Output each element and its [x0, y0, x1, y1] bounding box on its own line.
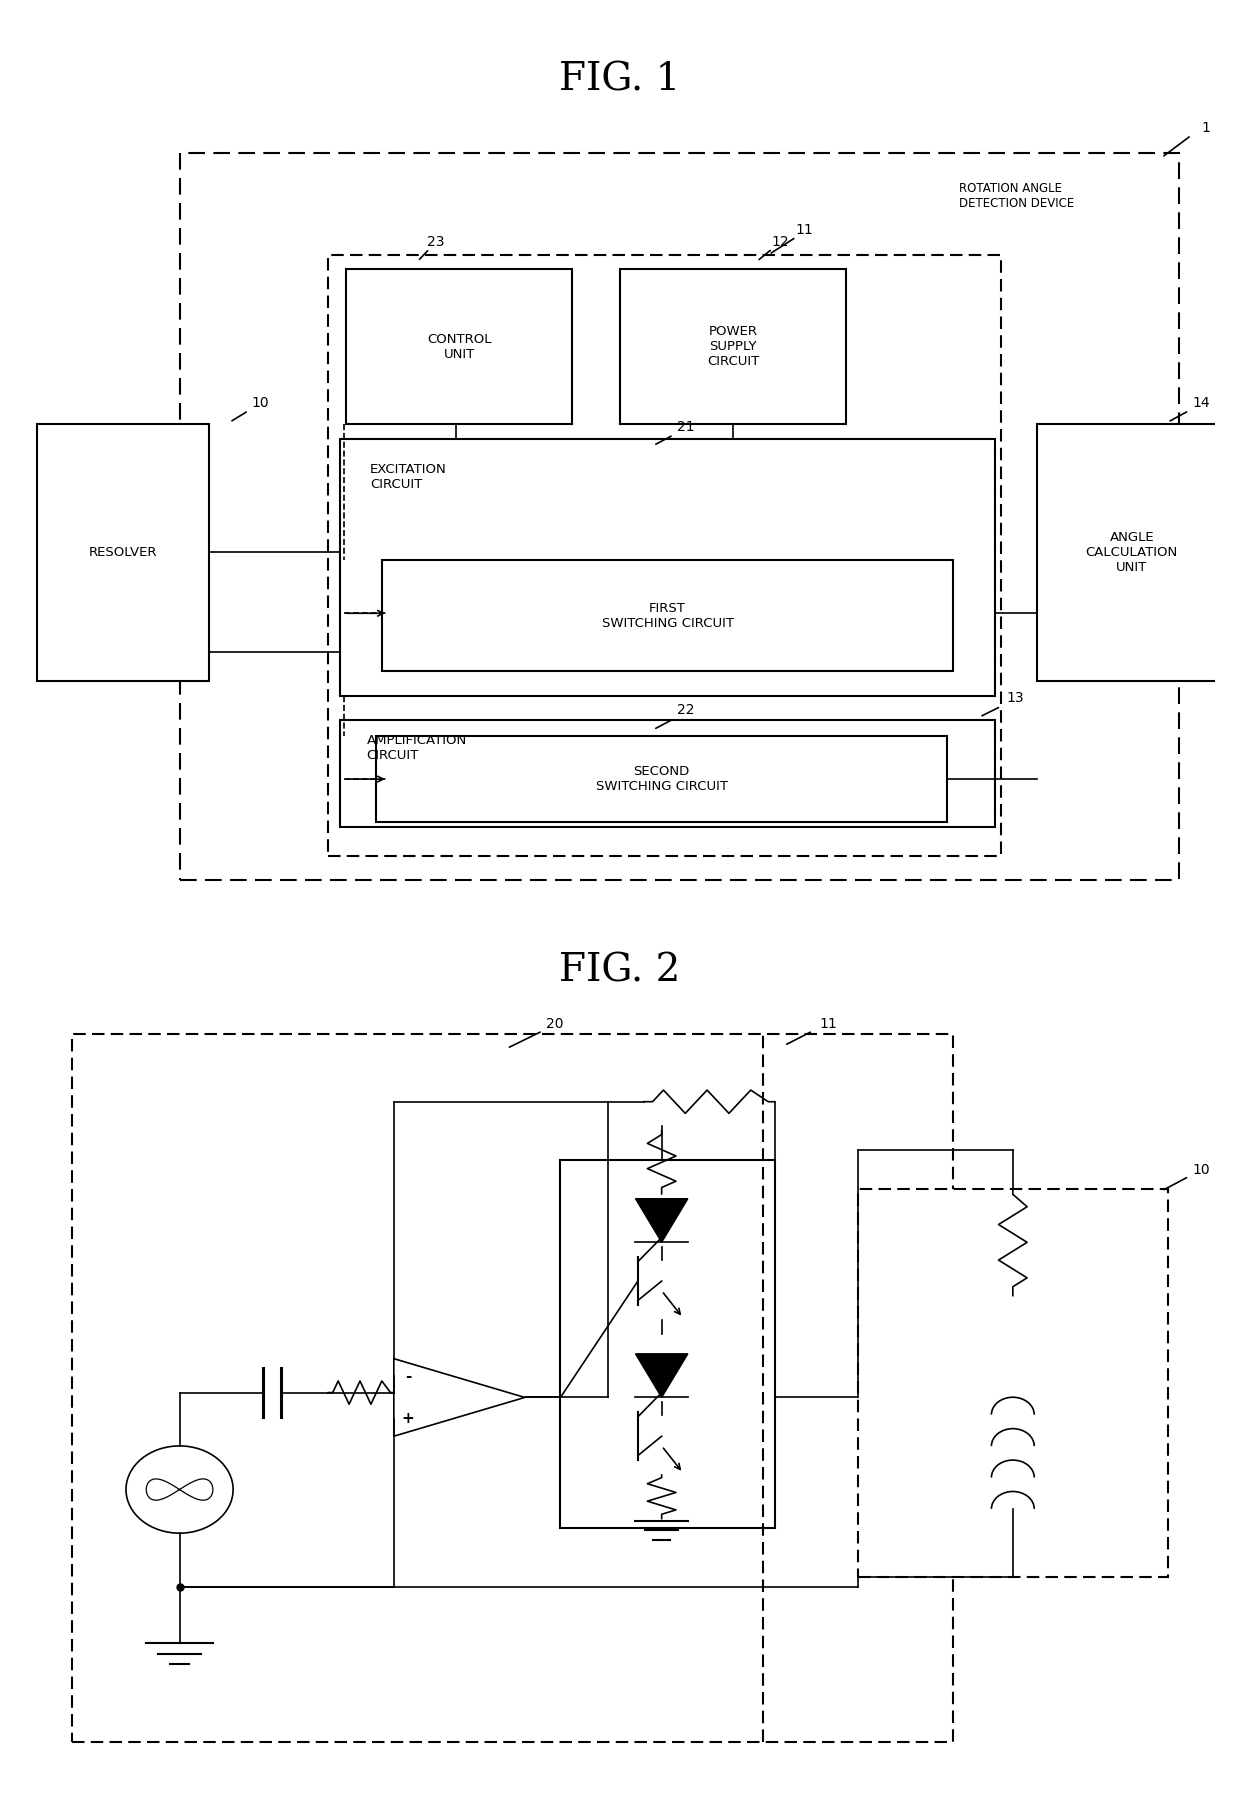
Text: SECOND
SWITCHING CIRCUIT: SECOND SWITCHING CIRCUIT — [595, 765, 728, 793]
Text: 11: 11 — [796, 224, 813, 238]
Bar — [340, 438, 994, 696]
Bar — [72, 1034, 954, 1742]
Bar — [560, 1160, 775, 1529]
Polygon shape — [635, 1354, 688, 1398]
Text: 11: 11 — [820, 1016, 837, 1031]
Bar — [382, 560, 954, 671]
Bar — [1037, 424, 1228, 682]
Text: EXCITATION
CIRCUIT: EXCITATION CIRCUIT — [370, 464, 446, 491]
Text: -: - — [405, 1369, 412, 1383]
Bar — [180, 153, 1179, 880]
Bar — [340, 720, 994, 827]
Text: 13: 13 — [1007, 691, 1024, 705]
Text: CONTROL
UNIT: CONTROL UNIT — [427, 333, 491, 360]
Bar — [329, 255, 1001, 856]
Bar — [346, 269, 573, 424]
Text: 23: 23 — [427, 235, 444, 249]
Bar — [37, 424, 210, 682]
Text: RESOLVER: RESOLVER — [89, 545, 157, 560]
Text: +: + — [402, 1411, 414, 1427]
Text: ROTATION ANGLE
DETECTION DEVICE: ROTATION ANGLE DETECTION DEVICE — [960, 182, 1075, 211]
Bar — [620, 269, 846, 424]
Text: 20: 20 — [546, 1016, 563, 1031]
Text: 12: 12 — [771, 235, 790, 249]
Bar — [858, 1189, 1168, 1576]
Text: POWER
SUPPLY
CIRCUIT: POWER SUPPLY CIRCUIT — [707, 325, 759, 367]
Text: FIRST
SWITCHING CIRCUIT: FIRST SWITCHING CIRCUIT — [601, 602, 734, 629]
Bar — [376, 736, 947, 822]
Text: FIG. 1: FIG. 1 — [559, 62, 681, 98]
Text: FIG. 2: FIG. 2 — [559, 953, 681, 989]
Text: 1: 1 — [1202, 122, 1210, 136]
Text: AMPLIFICATION
CIRCUIT: AMPLIFICATION CIRCUIT — [367, 734, 466, 762]
Text: 22: 22 — [677, 704, 694, 718]
Text: 21: 21 — [677, 420, 694, 435]
Text: 10: 10 — [252, 396, 269, 409]
Text: 14: 14 — [1192, 396, 1210, 409]
Polygon shape — [635, 1198, 688, 1242]
Text: ANGLE
CALCULATION
UNIT: ANGLE CALCULATION UNIT — [1086, 531, 1178, 574]
Text: 10: 10 — [1192, 1162, 1210, 1176]
